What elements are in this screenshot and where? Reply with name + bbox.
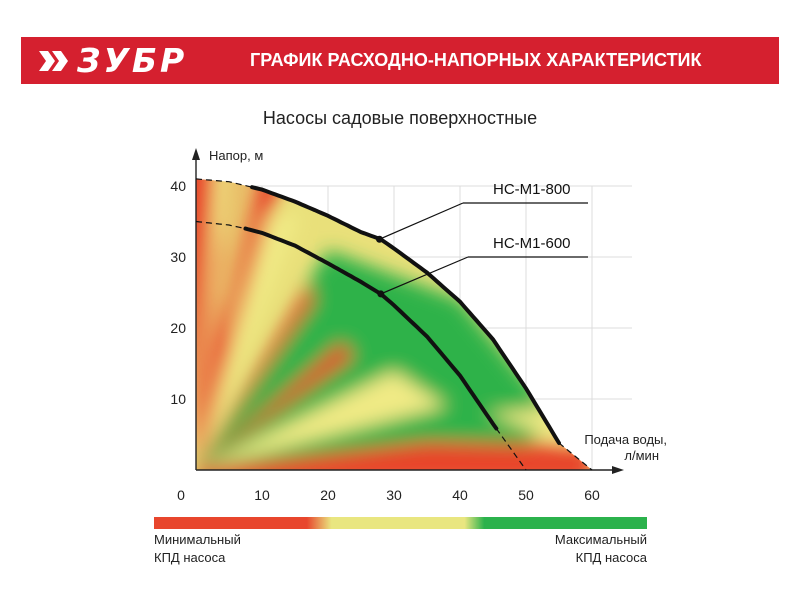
x-tick-label: 50 [518,487,534,503]
zone-red-left [196,178,223,470]
arrows-icon [39,50,68,71]
series-label: НС-М1-800 [493,181,571,198]
series-label: НС-М1-600 [493,235,571,252]
zone-red-bottom [196,441,592,470]
legend-max-label: Максимальный КПД насоса [555,531,647,567]
brand-header: ЗУБР ГРАФИК РАСХОДНО-НАПОРНЫХ ХАРАКТЕРИС… [21,37,779,84]
zone-red-ray4 [196,342,355,470]
legend-max-line1: Максимальный [554,532,647,547]
zone-red-ray3 [196,285,315,470]
zone-yellow-ray2 [196,214,302,470]
curves [195,178,593,471]
x-tick-label: 60 [584,487,600,503]
y-axis-arrow [192,148,200,160]
x-tick-label: 30 [386,487,402,503]
series-line [243,226,499,431]
zone-red-ray1 [196,178,243,470]
y-tick-label: 40 [170,178,186,194]
x-axis-label-line2: л/мин [624,448,659,463]
zone-green [196,249,559,470]
legend-min-line1: Минимальный [154,532,241,547]
series-line [250,185,561,445]
zone-yellow-ray1 [196,178,229,470]
header-title: ГРАФИК РАСХОДНО-НАПОРНЫХ ХАРАКТЕРИСТИК [250,50,702,70]
series-dashed-end [495,428,527,471]
chart-title: Насосы садовые поверхностные [262,108,538,128]
y-tick-label: 20 [170,320,186,336]
x-tick-label: 20 [320,487,336,503]
annotation-leader [379,202,464,240]
x-axis-label-line1: Подача воды, [584,432,667,447]
y-tick-label: 10 [170,391,186,407]
legend-min-line2: КПД насоса [154,550,226,565]
series-dashed-start [195,220,246,230]
x-tick-label: 40 [452,487,468,503]
x-tick-label: 10 [254,487,270,503]
y-axis-label: Напор, м [209,148,263,163]
brand-name: ЗУБР [77,41,188,80]
zone-yellow-ray3 [196,370,447,470]
y-tick-label: 30 [170,249,186,265]
zubr-logo: ЗУБР [39,41,188,80]
x-axis-arrow [612,466,624,474]
x-tick-label: 0 [177,487,185,503]
labels: 0 10 20 30 40 50 60 10 20 30 40 Напор, м Подача воды… [170,148,667,503]
efficiency-scale-bar [154,517,647,529]
legend-min-label: Минимальный КПД насоса [154,531,241,567]
legend-max-line2: КПД насоса [575,550,647,565]
axes [192,148,624,474]
series-dashed-end [558,442,593,471]
annotation-leader [380,256,469,295]
efficiency-zone [196,178,592,470]
